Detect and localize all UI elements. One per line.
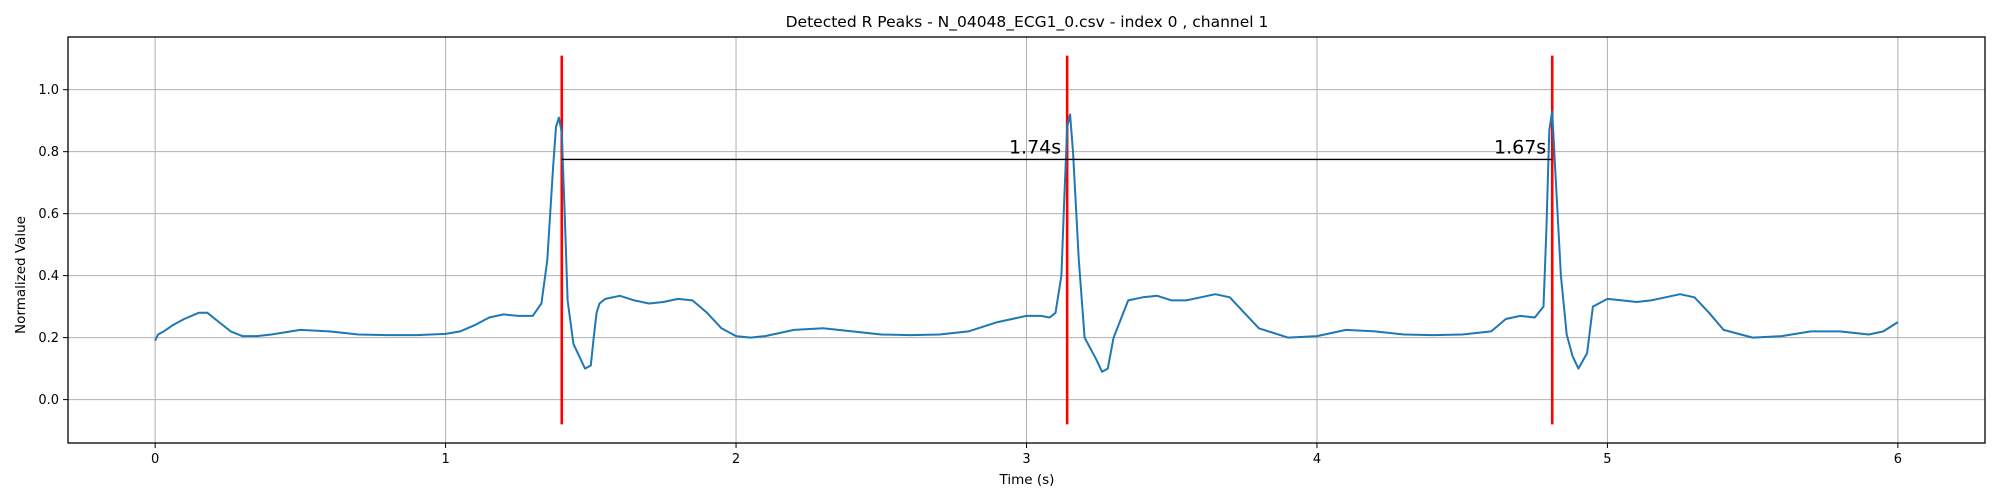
chart-title: Detected R Peaks - N_04048_ECG1_0.csv - … (786, 13, 1269, 32)
y-tick-label: 0.4 (38, 269, 59, 284)
series-layer (154, 110, 1899, 373)
x-tick-label: 5 (1603, 452, 1611, 467)
x-tick-label: 4 (1313, 452, 1321, 467)
y-tick-label: 0.6 (38, 207, 59, 222)
y-tick-label: 0.8 (38, 145, 59, 160)
x-tick-label: 3 (1022, 452, 1030, 467)
peak-layer (560, 55, 1554, 425)
x-tick-label: 0 (151, 452, 159, 467)
x-tick-label: 2 (732, 452, 740, 467)
y-tick-label: 1.0 (38, 83, 59, 98)
tick-layer: 0 1 2 3 4 5 6 0.0 0.2 0.4 0.6 0.8 1.0 (38, 83, 1902, 467)
x-axis-label: Time (s) (999, 472, 1055, 488)
x-tick-label: 1 (441, 452, 449, 467)
y-tick-label: 0.0 (38, 393, 59, 408)
ecg-signal-line (154, 110, 1899, 373)
y-axis-label: Normalized Value (13, 216, 29, 334)
grid-layer (68, 37, 1985, 443)
rr-interval-label: 1.74s (1009, 136, 1061, 158)
y-tick-label: 0.2 (38, 331, 59, 346)
x-tick-label: 6 (1894, 452, 1902, 467)
annotation-layer: 1.74s 1.67s (561, 136, 1553, 161)
rr-interval-label: 1.67s (1494, 136, 1546, 158)
